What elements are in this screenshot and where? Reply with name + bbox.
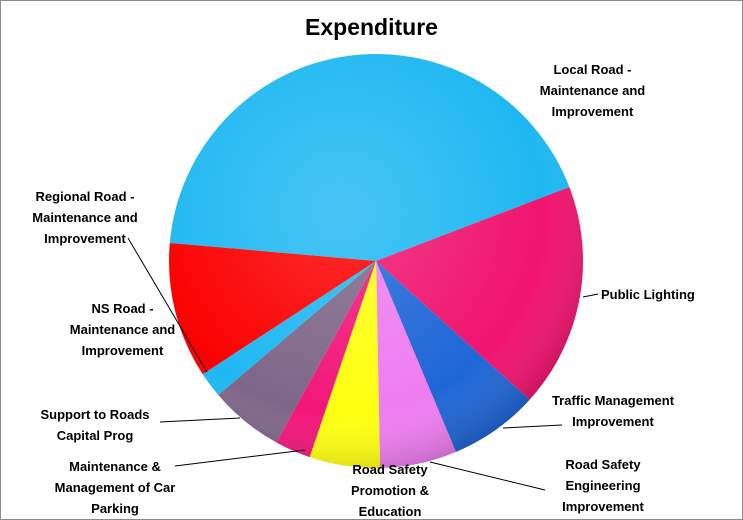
chart-title: Expenditure bbox=[305, 14, 438, 40]
slice-label: NS Road - Maintenance and Improvement bbox=[69, 301, 176, 358]
slice-label: Traffic Management Improvement bbox=[551, 393, 675, 429]
slice-label: Road Safety Promotion & Education bbox=[351, 462, 429, 519]
leader-line bbox=[582, 293, 599, 298]
slice-label: Local Road - Maintenance and Improvement bbox=[539, 62, 646, 119]
slice-label: Support to Roads Capital Prog bbox=[40, 407, 150, 443]
leader-line bbox=[174, 449, 306, 467]
slice-label: Regional Road - Maintenance and Improvem… bbox=[32, 189, 138, 246]
leaders bbox=[127, 237, 599, 491]
leader-line bbox=[502, 424, 563, 429]
slice-label: Road Safety Engineering Improvement bbox=[562, 457, 644, 514]
leader-line bbox=[127, 237, 208, 373]
slice-label: Public Lighting bbox=[601, 287, 695, 302]
leader-line bbox=[429, 461, 546, 491]
slice-label: Maintenance & Management of Car Parking bbox=[54, 459, 176, 516]
leader-line bbox=[159, 417, 241, 423]
